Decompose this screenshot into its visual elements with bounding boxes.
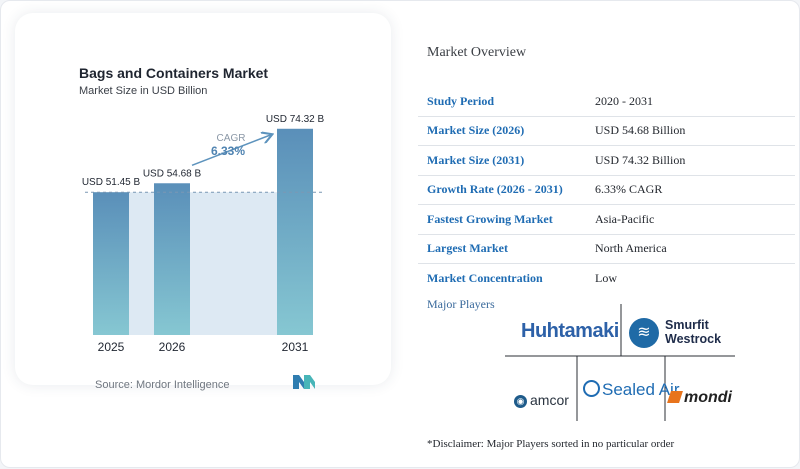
overview-value: USD 74.32 Billion (595, 145, 795, 175)
cagr-arrow (191, 135, 271, 166)
overview-row: Growth Rate (2026 - 2031) 6.33% CAGR (418, 174, 795, 205)
overview-key: Study Period (427, 93, 495, 108)
market-overview-title: Market Overview (427, 45, 527, 60)
mondi-parallelogram-icon (667, 391, 683, 403)
major-players-title: Major Players (427, 297, 495, 311)
data-label-2031: USD 74.32 B (266, 114, 325, 125)
smurfit-line2: Westrock (665, 332, 722, 346)
market-overview-table: Study Period 2020 - 2031 Market Size (2026… (418, 87, 795, 293)
huhtamaki-wordmark: Huhtamaki (521, 320, 619, 342)
overview-key: Market Size (2026) (418, 115, 595, 146)
amcor-circle-icon: ◉ (514, 394, 527, 408)
smurfit-westrock-name: Smurfit Westrock (665, 318, 721, 346)
overview-key: Market Size (2031) (418, 145, 595, 175)
overview-value: USD 54.68 Billion (595, 115, 795, 146)
players-disclaimer: *Disclaimer: Major Players sorted in no … (427, 438, 675, 450)
huhtamaki-logo: Huhtamaki (521, 320, 619, 343)
data-label-2025: USD 51.45 B (82, 177, 141, 188)
overview-value: Low (595, 263, 795, 293)
category-label-2031: 2031 (282, 340, 309, 354)
overview-value: North America (595, 233, 795, 264)
overview-value: 6.33% CAGR (595, 174, 795, 205)
sealed-air-wordmark: Sealed Air (602, 380, 680, 399)
overview-row: Market Size (2031) USD 74.32 Billion (418, 145, 795, 175)
bar-2031 (277, 128, 313, 335)
category-label-2025: 2025 (98, 340, 125, 354)
chart-source: Source: Mordor Intelligence (95, 379, 230, 391)
chart-title: Bags and Containers Market (79, 65, 269, 81)
overview-row: Study Period 2020 - 2031 (418, 87, 795, 116)
chart-subtitle: Market Size in USD Billion (79, 85, 208, 97)
overview-value: Asia-Pacific (595, 204, 795, 234)
smurfit-line1: Smurfit (665, 318, 709, 332)
overview-key: Largest Market (418, 233, 595, 264)
overview-key: Growth Rate (2026 - 2031) (418, 174, 595, 205)
data-label-2026: USD 54.68 B (143, 168, 202, 179)
overview-key: Fastest Growing Market (418, 204, 595, 234)
category-label-2026: 2026 (159, 340, 186, 354)
mondi-wordmark: mondi (684, 389, 732, 406)
bar-2026 (154, 183, 190, 335)
overview-row: Market Size (2026) USD 54.68 Billion (418, 115, 795, 146)
cagr-label: CAGR (217, 133, 246, 144)
overview-value: 2020 - 2031 (595, 93, 653, 108)
sealed-air-ring-icon (583, 380, 600, 397)
bar-chart: USD 51.45 B 2025 USD 54.68 B 2026 USD 74.32 … (82, 114, 325, 354)
overview-key: Market Concentration (418, 263, 595, 293)
mondi-logo: mondi (667, 389, 732, 407)
overview-row: Largest Market North America (418, 233, 795, 264)
overview-row: Market Concentration Low (418, 263, 795, 293)
chart-card: Bags and Containers Market Market Size i… (15, 13, 391, 391)
reference-band (93, 192, 313, 335)
mordor-logo-icon (293, 375, 315, 389)
smurfit-westrock-badge-icon: ≋ (629, 318, 659, 348)
bar-2025 (93, 192, 129, 335)
amcor-logo: ◉ amcor (514, 392, 569, 408)
amcor-wordmark: amcor (530, 392, 569, 408)
cagr-value: 6.33% (211, 144, 245, 158)
smurfit-westrock-logo: ≋ Smurfit Westrock (629, 317, 729, 349)
overview-row: Fastest Growing Market Asia-Pacific (418, 204, 795, 234)
sealed-air-logo: Sealed Air (583, 380, 680, 400)
